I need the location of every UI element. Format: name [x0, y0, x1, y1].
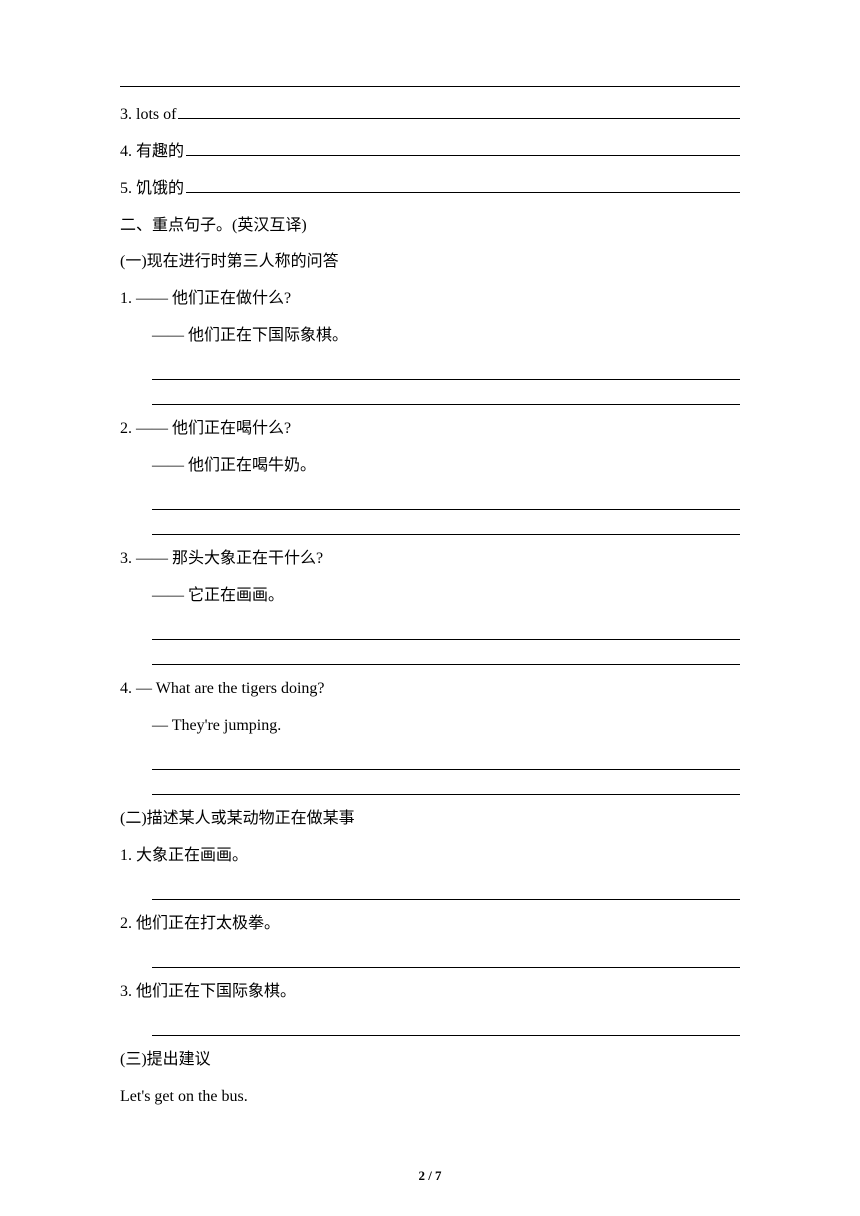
- desc-text: 1. 大象正在画画。: [120, 838, 740, 875]
- blank-line: [152, 1017, 740, 1036]
- qa-block-3: 3. —— 那头大象正在干什么? —— 它正在画画。: [120, 541, 740, 665]
- qa-answer: — They're jumping.: [120, 708, 740, 745]
- desc-block-2: 2. 他们正在打太极拳。: [120, 906, 740, 968]
- qa-question: 2. —— 他们正在喝什么?: [120, 411, 740, 448]
- desc-text: 2. 他们正在打太极拳。: [120, 906, 740, 943]
- fill-item-4: 4. 有趣的: [120, 134, 740, 171]
- blank-line: [152, 881, 740, 900]
- blank-line: [152, 491, 740, 510]
- qa-question: 4. — What are the tigers doing?: [120, 671, 740, 708]
- page-number: 2 / 7: [0, 1168, 860, 1184]
- fill-prefix: 3. lots of: [120, 97, 176, 134]
- part-3-line: Let's get on the bus.: [120, 1079, 740, 1116]
- blank-line: [186, 175, 740, 193]
- qa-answer: —— 他们正在下国际象棋。: [120, 318, 740, 355]
- qa-question: 3. —— 那头大象正在干什么?: [120, 541, 740, 578]
- qa-block-4: 4. — What are the tigers doing? — They'r…: [120, 671, 740, 795]
- blank-line: [152, 776, 740, 795]
- top-blank-line: [120, 68, 740, 87]
- section-2-heading: 二、重点句子。(英汉互译): [120, 208, 740, 245]
- desc-text: 3. 他们正在下国际象棋。: [120, 974, 740, 1011]
- part-2-heading: (二)描述某人或某动物正在做某事: [120, 801, 740, 838]
- desc-block-1: 1. 大象正在画画。: [120, 838, 740, 900]
- qa-answer: —— 它正在画画。: [120, 578, 740, 615]
- qa-block-1: 1. —— 他们正在做什么? —— 他们正在下国际象棋。: [120, 281, 740, 405]
- blank-line: [152, 621, 740, 640]
- blank-line: [152, 386, 740, 405]
- blank-line: [152, 646, 740, 665]
- worksheet-page: 3. lots of 4. 有趣的 5. 饥饿的 二、重点句子。(英汉互译) (…: [0, 0, 860, 1165]
- fill-prefix: 5. 饥饿的: [120, 171, 184, 208]
- blank-line: [152, 949, 740, 968]
- qa-answer: —— 他们正在喝牛奶。: [120, 448, 740, 485]
- blank-line: [186, 138, 740, 156]
- fill-item-5: 5. 饥饿的: [120, 171, 740, 208]
- blank-line: [152, 516, 740, 535]
- qa-question: 1. —— 他们正在做什么?: [120, 281, 740, 318]
- blank-line: [178, 102, 740, 120]
- part-1-heading: (一)现在进行时第三人称的问答: [120, 244, 740, 281]
- desc-block-3: 3. 他们正在下国际象棋。: [120, 974, 740, 1036]
- fill-prefix: 4. 有趣的: [120, 134, 184, 171]
- blank-line: [152, 751, 740, 770]
- part-3-heading: (三)提出建议: [120, 1042, 740, 1079]
- fill-item-3: 3. lots of: [120, 97, 740, 134]
- blank-line: [152, 361, 740, 380]
- qa-block-2: 2. —— 他们正在喝什么? —— 他们正在喝牛奶。: [120, 411, 740, 535]
